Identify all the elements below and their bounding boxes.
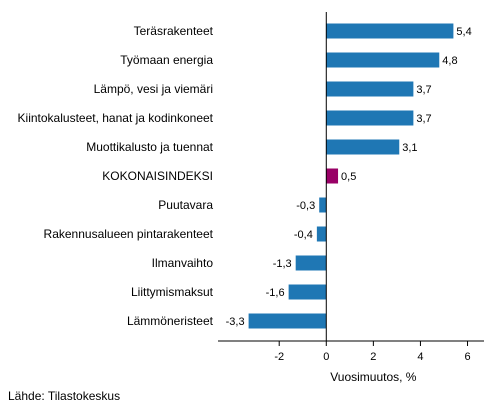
value-labels-group: 5,4 4,8 3,7 3,7 3,1 0,5 -0,3 -0,4 -1,3 -1,6 -3,3	[226, 26, 472, 328]
category-label: Lämmöneristeet	[127, 314, 214, 328]
category-label: Liittymismaksut	[131, 285, 214, 299]
bar	[316, 226, 327, 242]
bar	[326, 23, 454, 39]
bar-value-label: -0,3	[296, 200, 315, 212]
category-label: Teräsrakenteet	[134, 24, 214, 38]
source-note: Lähde: Tilastokeskus	[8, 389, 121, 403]
bar	[326, 52, 440, 68]
category-label: Puutavara	[158, 198, 213, 212]
x-tick-label: 2	[370, 351, 376, 363]
bar-value-label: 5,4	[456, 26, 471, 38]
x-tick-label: 4	[417, 351, 423, 363]
bar	[326, 168, 339, 184]
bar-value-label: 3,7	[416, 113, 431, 125]
category-labels-group: Teräsrakenteet Työmaan energia Lämpö, vesi…	[18, 24, 214, 328]
category-label: Lämpö, vesi ja viemäri	[94, 82, 213, 96]
category-label: KOKONAISINDEKSI	[102, 169, 213, 183]
category-label: Ilmanvaihto	[152, 256, 214, 270]
bar-value-label: 0,5	[341, 171, 356, 183]
bar-value-label: 4,8	[442, 55, 457, 67]
category-label: Kiintokalusteet, hanat ja kodinkoneet	[18, 111, 214, 125]
bar	[326, 81, 414, 97]
bar-value-label: 3,1	[402, 142, 417, 154]
x-tick-label: -2	[274, 351, 284, 363]
category-label: Työmaan energia	[120, 53, 213, 67]
x-tick-label: 0	[323, 351, 329, 363]
x-axis-title: Vuosimuutos, %	[330, 370, 417, 384]
bar	[248, 313, 327, 329]
bar-value-label: 3,7	[416, 84, 431, 96]
bar	[295, 255, 327, 271]
bar	[326, 110, 414, 126]
bar	[288, 284, 327, 300]
x-ticks-group: -2 0 2 4 6	[274, 341, 471, 363]
bar-value-label: -1,3	[273, 258, 292, 270]
bar-value-label: -0,4	[294, 229, 313, 241]
category-label: Rakennusalueen pintarakenteet	[44, 227, 214, 241]
bar	[319, 197, 327, 213]
x-tick-label: 6	[464, 351, 470, 363]
category-label: Muottikalusto ja tuennat	[86, 140, 213, 154]
bar-value-label: -1,6	[266, 287, 285, 299]
bar	[326, 139, 400, 155]
bar-value-label: -3,3	[226, 316, 245, 328]
bars-group	[248, 23, 454, 329]
